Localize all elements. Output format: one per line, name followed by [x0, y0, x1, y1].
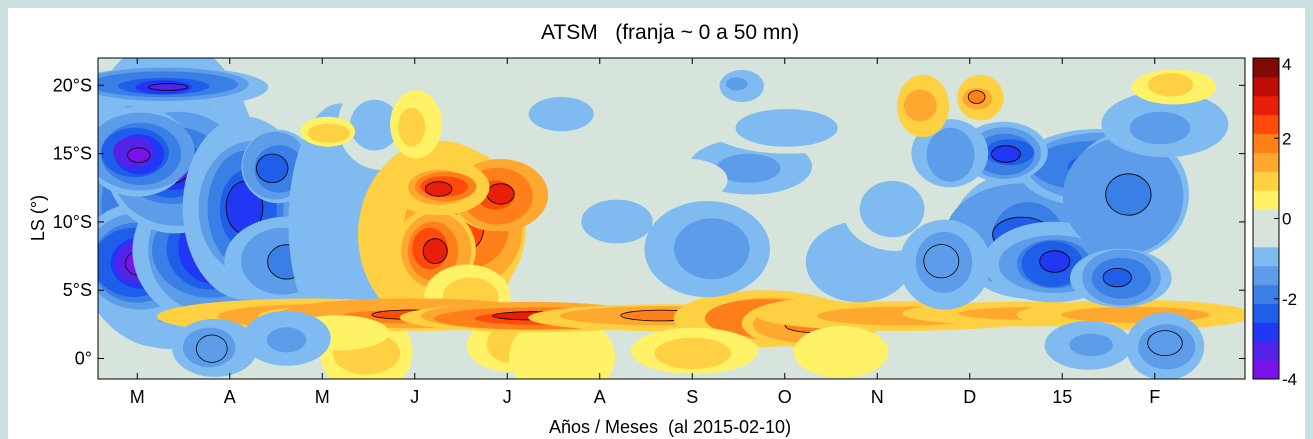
heatmap-cell	[716, 153, 781, 183]
heatmap-cell	[645, 158, 728, 202]
y-tick-label: 10°S	[53, 212, 92, 232]
chart-title: ATSM (franja ~ 0 a 50 mn)	[541, 21, 799, 44]
colorbar-swatch	[1253, 95, 1279, 116]
colorbar-tick-label: -4	[1282, 370, 1297, 389]
x-tick-label: O	[778, 387, 792, 407]
heatmap-cell	[674, 218, 750, 280]
heatmap-cell	[127, 147, 151, 163]
x-tick-label: M	[315, 387, 330, 407]
heatmap-cell	[904, 89, 937, 122]
heatmap-cell	[793, 326, 889, 378]
heatmap-cell	[313, 158, 367, 283]
heatmap-cells	[98, 58, 1245, 379]
x-tick-label: N	[871, 387, 884, 407]
colorbar-swatch	[1253, 322, 1279, 342]
heatmap-cell	[196, 334, 228, 363]
heatmap-cell	[307, 123, 350, 143]
heatmap-cell	[398, 107, 426, 147]
heatmap-cell	[256, 153, 289, 184]
heatmap-cell	[1147, 330, 1183, 357]
heatmap-cell	[926, 127, 975, 182]
colorbar-swatch	[1253, 246, 1279, 267]
x-tick-label: D	[963, 387, 976, 407]
colorbar-swatch	[1253, 114, 1279, 135]
colorbar-tick-label: 2	[1282, 129, 1291, 148]
colorbar-swatch	[1253, 360, 1279, 380]
y-tick-label: 15°S	[53, 144, 92, 164]
colorbar-swatch	[1253, 58, 1279, 78]
y-axis-label: LS (°)	[28, 195, 48, 241]
colorbar-tick-label: 0	[1282, 210, 1291, 229]
heatmap-cell	[350, 99, 400, 151]
heatmap-cell	[1069, 333, 1113, 357]
colorbar-swatch	[1253, 209, 1279, 229]
colorbar-swatch	[1253, 76, 1279, 97]
heatmap-cell	[735, 109, 838, 147]
heatmap-cell	[725, 77, 748, 91]
heatmap-cell	[991, 145, 1021, 163]
colorbar-swatch	[1253, 190, 1279, 210]
heatmap-cell	[486, 183, 515, 205]
heatmap-cell	[654, 337, 731, 370]
colorbar-swatch	[1253, 133, 1279, 153]
heatmap-cell	[967, 90, 986, 104]
heatmap-cell	[859, 180, 925, 238]
heatmap-cell	[422, 238, 448, 264]
heatmap-cell	[1105, 173, 1152, 216]
x-tick-label: 15	[1052, 387, 1072, 407]
heatmap-area	[98, 58, 1245, 379]
x-tick-label: A	[224, 387, 236, 407]
heatmap-cell	[581, 199, 653, 244]
colorbar-swatch	[1253, 152, 1279, 172]
colorbar-tick-label: 4	[1282, 55, 1291, 74]
chart-figure: ATSM (franja ~ 0 a 50 mn) M A M J J A S O N D 15 F …	[8, 8, 1305, 439]
colorbar-swatch	[1253, 303, 1279, 323]
plot-frame	[97, 57, 1246, 380]
heatmap-cell	[1147, 73, 1194, 97]
x-tick-label: F	[1149, 387, 1160, 407]
x-tick-label: M	[130, 387, 145, 407]
heatmap-cell	[147, 83, 189, 91]
x-tick-label: S	[686, 387, 698, 407]
colorbar-tick-label: -2	[1282, 290, 1297, 309]
x-tick-label: A	[594, 387, 606, 407]
colorbar-swatch	[1253, 171, 1279, 191]
heatmap-cell	[1102, 267, 1132, 288]
y-axis: 0° 5°S 10°S 15°S 20°S	[53, 75, 1245, 369]
colorbar: 4 2 0 -2 -4	[1252, 55, 1297, 389]
x-tick-label: J	[410, 387, 419, 407]
colorbar-swatch	[1253, 341, 1279, 361]
heatmap-cell	[1039, 250, 1071, 273]
heatmap-cell	[528, 96, 594, 132]
y-tick-label: 0°	[75, 349, 92, 369]
colorbar-swatch	[1253, 265, 1279, 286]
y-tick-label: 20°S	[53, 75, 92, 95]
heatmap-cell	[266, 327, 307, 353]
chart-svg: ATSM (franja ~ 0 a 50 mn) M A M J J A S O N D 15 F …	[28, 21, 1297, 437]
heatmap-cell	[1130, 111, 1191, 145]
y-tick-label: 5°S	[63, 280, 92, 300]
heatmap-cell	[822, 238, 890, 291]
x-tick-label: J	[503, 387, 512, 407]
x-axis: M A M J J A S O N D 15 F	[130, 58, 1160, 407]
heatmap-cell	[424, 181, 453, 197]
x-axis-label: Años / Meses (al 2015-02-10)	[549, 417, 791, 437]
colorbar-swatch	[1253, 227, 1279, 248]
heatmap-cell	[923, 244, 960, 279]
colorbar-swatch	[1253, 284, 1279, 304]
